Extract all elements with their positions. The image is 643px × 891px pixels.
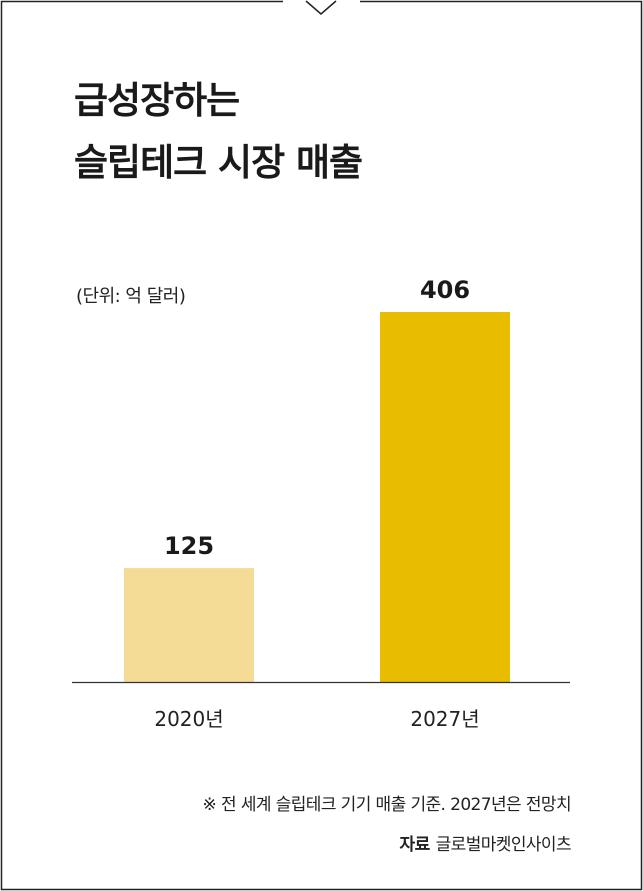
source-text: 글로벌마켓인사이츠	[435, 835, 572, 855]
chart-title: 급성장하는 슬립테크 시장 매출	[74, 70, 363, 194]
bar-0	[124, 568, 254, 682]
category-label-0: 2020년	[154, 707, 223, 731]
footnote: ※ 전 세계 슬립테크 기기 매출 기준. 2027년은 전망치	[202, 795, 572, 815]
bar-1	[380, 312, 510, 682]
value-label-1: 406	[420, 276, 470, 304]
source-label: 자료	[399, 835, 431, 855]
chart-title-line-2: 슬립테크 시장 매출	[74, 141, 363, 184]
chart-title-line-1: 급성장하는	[74, 79, 240, 122]
source-line: 자료 글로벌마켓인사이츠	[399, 830, 572, 855]
unit-label: (단위: 억 달러)	[76, 286, 186, 307]
category-label-1: 2027년	[410, 707, 479, 731]
value-label-0: 125	[164, 532, 214, 560]
chevron-down-icon	[305, 0, 337, 15]
